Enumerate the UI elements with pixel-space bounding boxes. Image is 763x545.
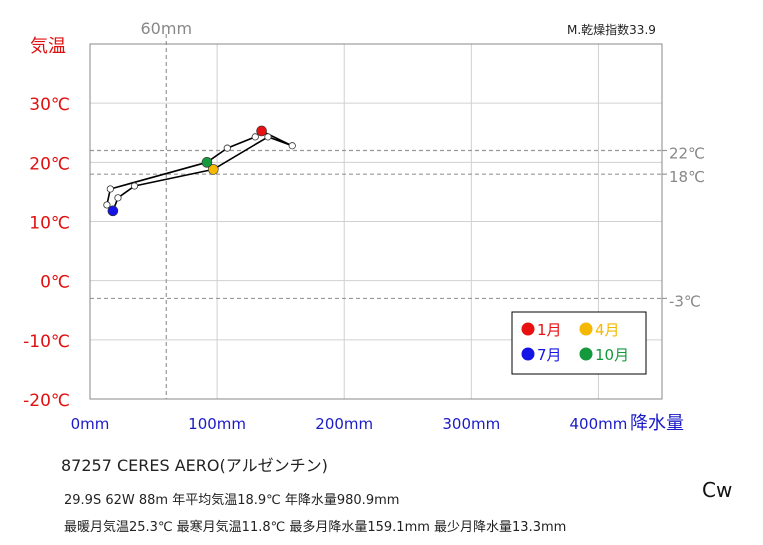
month-point-highlight [201, 157, 213, 168]
legend-label: 4月 [595, 321, 620, 339]
month-point [264, 133, 272, 141]
climate-series [103, 125, 296, 217]
legend-label: 7月 [537, 346, 562, 364]
y-tick-labels: 30℃ 20℃ 10℃ 0℃ -10℃ -20℃ [23, 95, 70, 411]
legend-marker [579, 322, 593, 336]
x-tick-label: 100mm [188, 415, 246, 433]
station-summary-line2: 最暖月気温25.3℃ 最寒月気温11.8℃ 最多月降水量159.1mm 最少月降… [64, 520, 567, 535]
month-point [251, 133, 259, 141]
legend-box [511, 311, 647, 375]
legend-marker [579, 347, 593, 361]
month-point [114, 194, 122, 202]
x-tick-label: 400mm [570, 415, 628, 433]
reference-label-temp: 22℃ [669, 145, 705, 163]
month-point [103, 201, 111, 209]
x-tick-labels: 0mm 100mm 200mm 300mm 400mm [71, 415, 628, 433]
legend-marker [521, 322, 535, 336]
plot-frame [89, 43, 663, 400]
station-summary-line1: 29.9S 62W 88m 年平均気温18.9℃ 年降水量980.9mm [64, 493, 400, 508]
y-tick-label: -10℃ [23, 332, 70, 352]
climate-class: Cw [702, 478, 733, 502]
reference-label-temp: 18℃ [669, 168, 705, 186]
month-point [223, 144, 231, 152]
x-tick-label: 300mm [442, 415, 500, 433]
aridity-index-annotation: M.乾燥指数33.9 [567, 22, 656, 37]
month-point-highlight [207, 164, 219, 175]
month-point [288, 142, 296, 150]
y-tick-label: -20℃ [23, 391, 70, 411]
legend-label: 10月 [595, 346, 629, 364]
y-tick-label: 0℃ [40, 273, 70, 293]
climate-loop-line [106, 130, 293, 212]
y-axis-label: 気温 [30, 36, 66, 57]
month-point-highlight [256, 125, 267, 137]
station-name: 87257 CERES AERO(アルゼンチン) [61, 456, 328, 475]
legend-label: 1月 [537, 321, 562, 339]
x-axis-label: 降水量 [630, 413, 684, 434]
month-point [106, 185, 114, 193]
reference-lines: 60mm 22℃ 18℃ -3℃ [90, 19, 705, 399]
y-tick-label: 30℃ [29, 95, 70, 115]
month-point-highlight [107, 205, 119, 217]
legend-marker [521, 347, 535, 361]
month-point [130, 182, 139, 190]
y-tick-label: 20℃ [29, 154, 70, 174]
x-tick-label: 200mm [315, 415, 373, 433]
reference-label-temp: -3℃ [669, 292, 701, 310]
y-tick-label: 10℃ [29, 214, 70, 234]
reference-label-precip: 60mm [141, 19, 193, 38]
x-tick-label: 0mm [71, 415, 110, 433]
legend: 1月 4月 7月 10月 [511, 311, 647, 375]
